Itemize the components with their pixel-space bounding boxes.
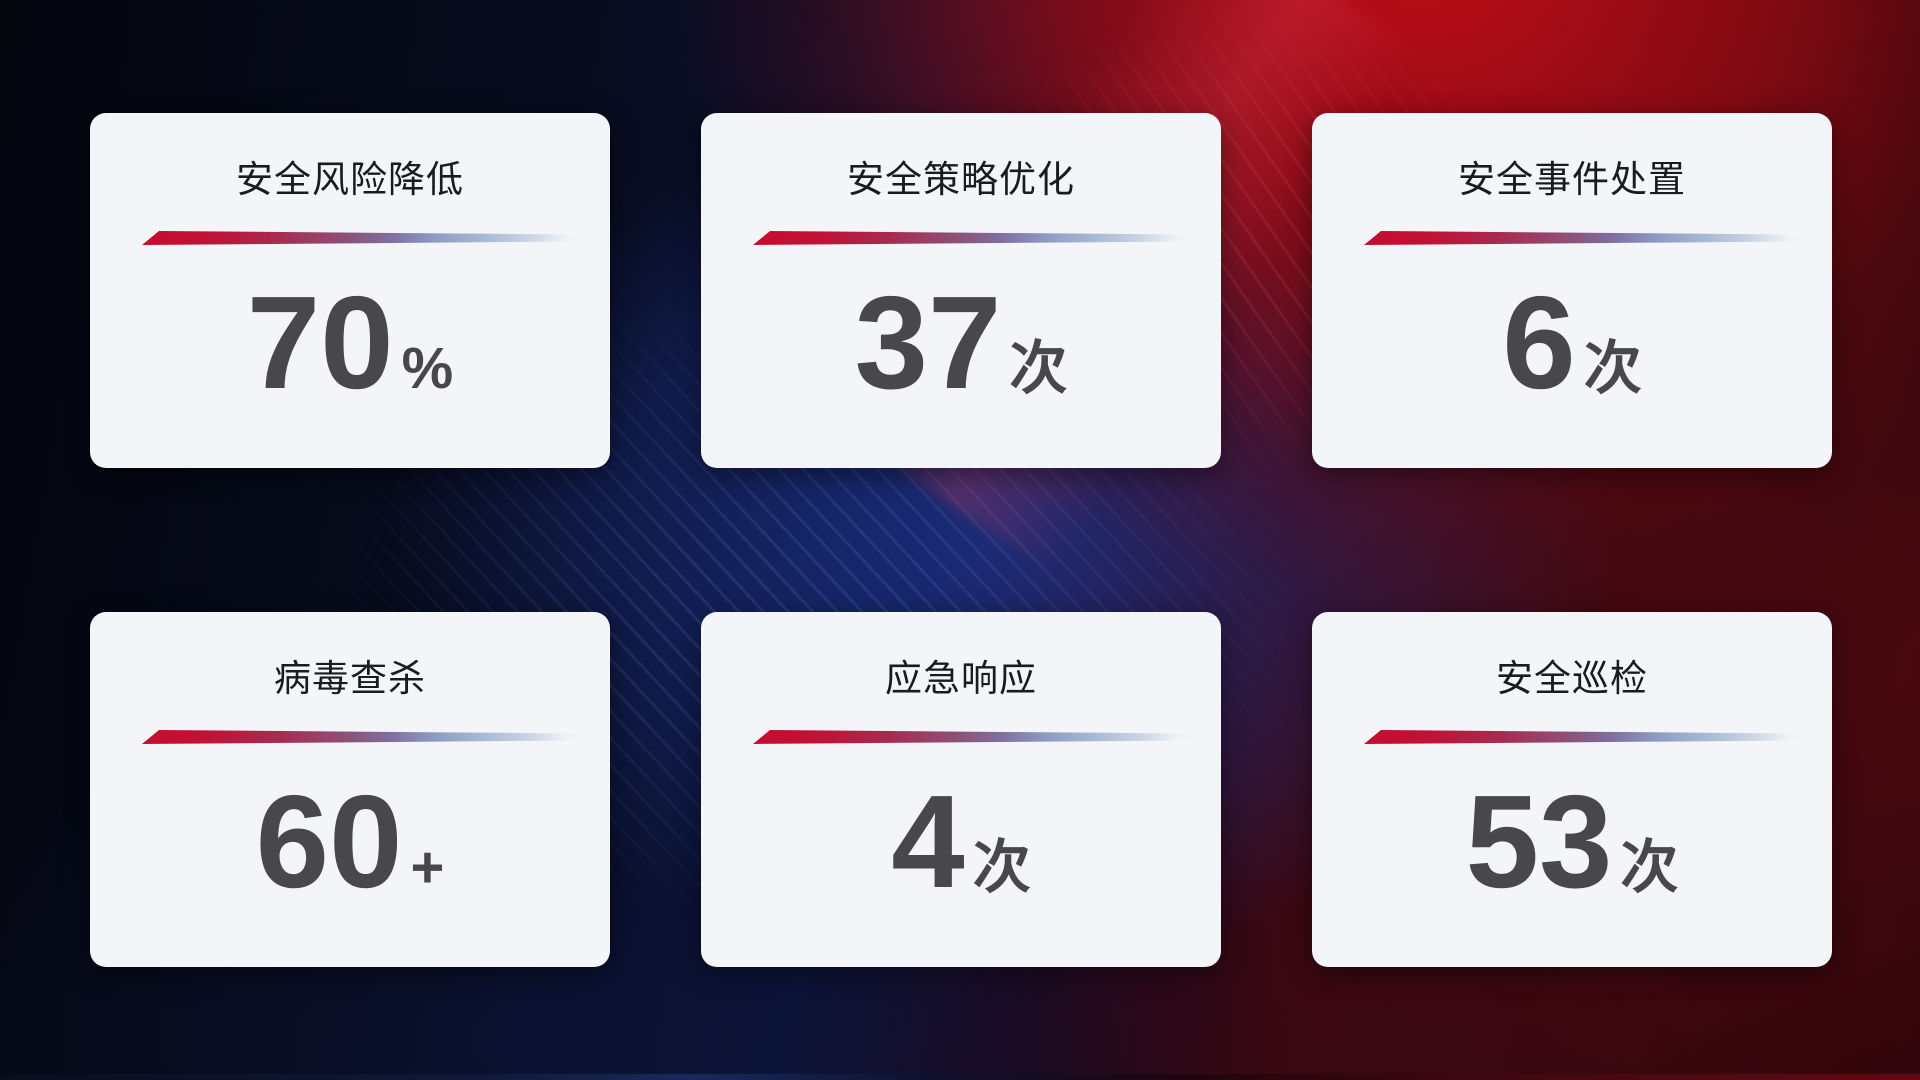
card-title: 安全策略优化 xyxy=(847,159,1075,200)
card-title: 应急响应 xyxy=(885,658,1037,699)
card-value: 4 次 xyxy=(701,776,1221,908)
value-unit: 次 xyxy=(1620,835,1679,900)
stat-card-incident-handling: 安全事件处置 6 次 xyxy=(1312,113,1832,468)
stat-card-risk-reduction: 安全风险降低 70 % xyxy=(90,113,610,468)
stat-card-security-inspection: 安全巡检 53 次 xyxy=(1312,612,1832,967)
gradient-divider xyxy=(1364,730,1816,744)
value-unit: 次 xyxy=(972,835,1031,900)
card-title: 安全风险降低 xyxy=(236,159,464,200)
card-value: 53 次 xyxy=(1312,776,1832,908)
stat-card-grid: 安全风险降低 70 % 安全策略优化 37 次 安全事件处置 6 次 病毒查 xyxy=(90,113,1832,967)
gradient-divider xyxy=(753,730,1205,744)
card-value: 70 % xyxy=(90,277,610,409)
card-value: 6 次 xyxy=(1312,277,1832,409)
card-title: 病毒查杀 xyxy=(274,658,426,699)
background-bottom-strip xyxy=(0,1074,1920,1080)
value-number: 37 xyxy=(854,269,1002,416)
card-title: 安全事件处置 xyxy=(1458,159,1686,200)
stat-card-emergency-response: 应急响应 4 次 xyxy=(701,612,1221,967)
stat-card-virus-scan: 病毒查杀 60 + xyxy=(90,612,610,967)
value-number: 6 xyxy=(1502,269,1576,416)
value-unit: 次 xyxy=(1583,336,1642,401)
card-value: 60 + xyxy=(90,776,610,908)
value-unit: + xyxy=(410,835,445,900)
value-unit: 次 xyxy=(1009,336,1068,401)
value-unit: % xyxy=(401,336,454,401)
card-value: 37 次 xyxy=(701,277,1221,409)
card-title: 安全巡检 xyxy=(1496,658,1648,699)
gradient-divider xyxy=(142,231,594,245)
gradient-divider xyxy=(753,231,1205,245)
value-number: 4 xyxy=(891,768,965,915)
value-number: 70 xyxy=(246,269,394,416)
stat-card-policy-optimization: 安全策略优化 37 次 xyxy=(701,113,1221,468)
value-number: 60 xyxy=(255,768,403,915)
gradient-divider xyxy=(142,730,594,744)
gradient-divider xyxy=(1364,231,1816,245)
value-number: 53 xyxy=(1465,768,1613,915)
